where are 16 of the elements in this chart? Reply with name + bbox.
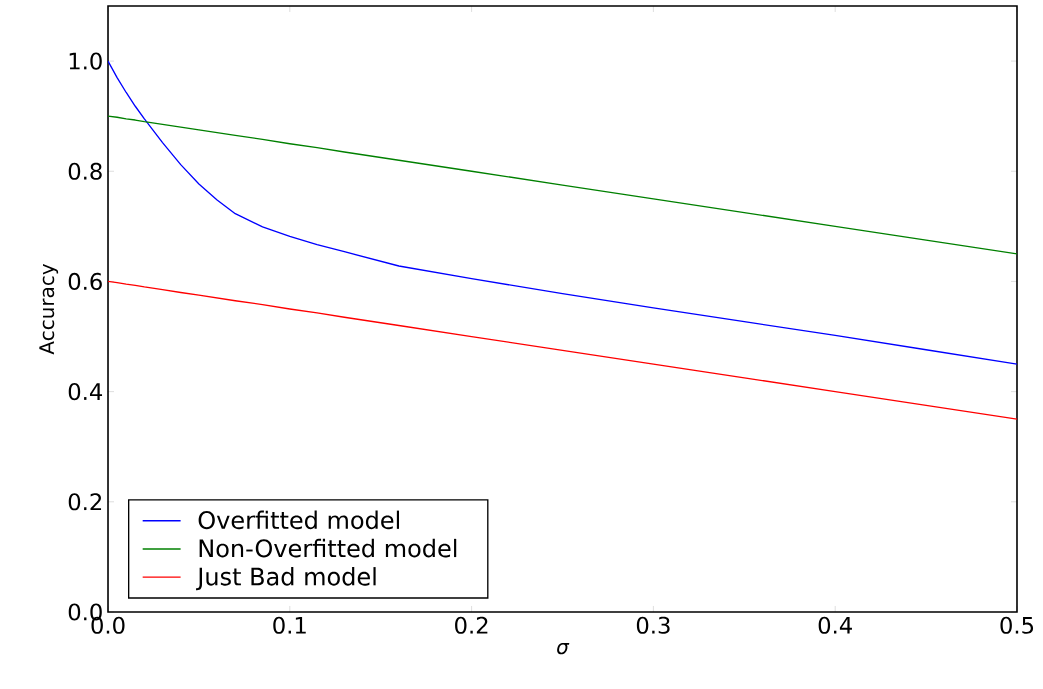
x-tick-label: 0.2 xyxy=(455,616,488,634)
y-tick-label: 0.8 xyxy=(68,162,102,180)
y-axis-title: Accuracy xyxy=(39,263,59,355)
legend-label: Just Bad model xyxy=(196,567,376,591)
x-tick-label: 0.1 xyxy=(273,616,306,634)
x-axis-title: σ xyxy=(557,643,570,655)
line-series xyxy=(108,60,1017,365)
x-tick-label: 0.4 xyxy=(818,616,852,634)
y-tick-label: 0.2 xyxy=(68,493,102,511)
legend-label: Non-Overfitted model xyxy=(199,538,457,558)
y-tick-label: 1.0 xyxy=(69,52,102,70)
y-tick-label: 0.6 xyxy=(68,272,102,291)
x-tick-label: 0.3 xyxy=(636,616,670,634)
legend-label: Overfitted model xyxy=(198,510,400,530)
y-tick-label: 0.4 xyxy=(68,383,103,401)
x-tick-label: 0.5 xyxy=(1000,616,1034,634)
